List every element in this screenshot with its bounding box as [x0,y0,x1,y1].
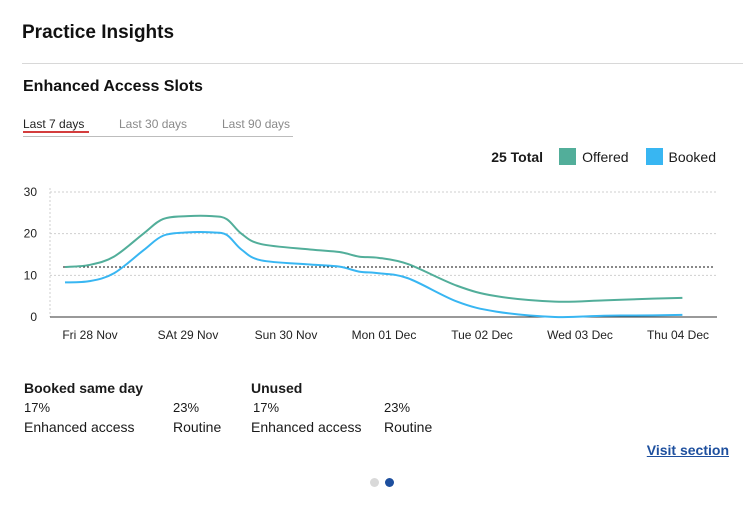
pager-dot-1[interactable] [370,478,379,487]
x-tick-label: Fri 28 Nov [62,328,117,342]
x-tick-label: Mon 01 Dec [352,328,417,342]
offered-swatch [559,148,577,165]
x-tick-label: Tue 02 Dec [451,328,513,342]
legend-item-booked: Booked [645,148,716,165]
active-tab-indicator [23,131,89,133]
chart-legend: 25 Total Offered Booked [491,148,716,165]
x-tick-label: SAt 29 Nov [158,328,219,342]
booked-swatch [645,148,663,165]
x-tick-label: Wed 03 Dec [547,328,613,342]
carousel-pager [370,478,400,487]
unused-title: Unused [251,380,303,396]
header-divider [22,63,743,64]
unused-routine-value: 23% [384,400,411,415]
y-tick-label: 10 [24,268,38,282]
pager-dot-2[interactable] [385,478,394,487]
legend-label-booked: Booked [668,148,716,165]
tab-last-90-days[interactable]: Last 90 days [222,117,291,131]
x-tick-label: Thu 04 Dec [647,328,709,342]
y-tick-label: 20 [24,227,38,241]
enhanced-access-line-chart: 0 10 20 30 Fri 28 Nov SAt 29 Nov Sun 30 Nov Mon… [24,185,717,342]
page-title: Practice Insights [22,22,175,43]
series-line-offered [64,214,683,303]
unused-enhanced-value: 17% [253,400,280,415]
unused-routine-label: Routine [384,419,433,435]
booked-routine-label: Routine [173,419,222,435]
booked-enhanced-label: Enhanced access [24,419,135,435]
visit-section-link[interactable]: Visit section [646,442,729,458]
unused-enhanced-label: Enhanced access [251,419,362,435]
booked-same-day-title: Booked same day [24,380,144,396]
y-tick-label: 0 [30,310,37,324]
y-tick-label: 30 [24,185,38,199]
tab-label: Last 7 days [23,117,85,131]
x-tick-label: Sun 30 Nov [255,328,318,342]
series-line-booked [64,231,683,319]
booked-enhanced-value: 17% [24,400,51,415]
section-title: Enhanced Access Slots [23,78,203,95]
legend-item-offered: Offered [559,148,629,165]
tab-last-7-days[interactable]: Last 7 days [23,117,89,133]
total-count: 25 Total [491,148,544,165]
tab-last-30-days[interactable]: Last 30 days [119,117,188,131]
legend-label-offered: Offered [582,148,629,165]
booked-routine-value: 23% [173,400,200,415]
period-tabs: Last 7 days Last 30 days Last 90 days [23,116,293,137]
